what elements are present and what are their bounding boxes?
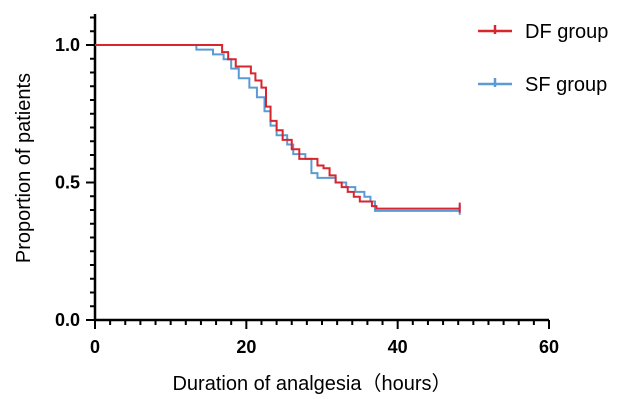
x-axis-title: Duration of analgesia（hours）	[172, 372, 451, 395]
x-tick-label: 0	[90, 337, 100, 357]
y-tick-label: 1.0	[55, 35, 80, 55]
y-axis-title: Proportion of patients	[13, 73, 35, 263]
df-group-legend-label: DF group	[525, 21, 608, 43]
axes-layer: 0.0 0.5 1.0 0 20 40 60	[55, 14, 559, 357]
sf-group-legend-label: SF group	[525, 74, 607, 96]
x-tick-label: 40	[388, 337, 408, 357]
series-layer	[95, 44, 461, 215]
y-tick-label: 0.0	[55, 310, 80, 330]
x-tick-label: 20	[236, 337, 256, 357]
df-group-line	[95, 44, 460, 210]
y-tick-label: 0.5	[55, 173, 80, 193]
legend: DF group SF group	[478, 21, 608, 96]
x-tick-label: 60	[539, 337, 559, 357]
